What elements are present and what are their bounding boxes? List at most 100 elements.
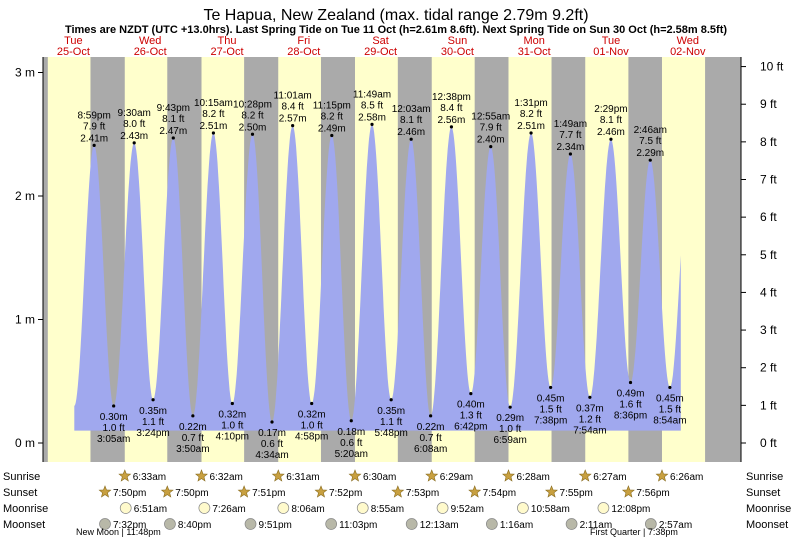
tide-m-label: 2.46m [597, 127, 625, 138]
day-date: 31-Oct [518, 46, 551, 58]
tide-curve [74, 124, 681, 431]
sunrise-icon [502, 469, 515, 482]
tide-point [648, 158, 652, 162]
row-label-left: Sunset [3, 487, 37, 499]
tide-area [74, 124, 681, 431]
tide-ft-label: 8.2 ft [520, 109, 542, 120]
tide-m-label: 0.40m [457, 400, 485, 411]
tide-m-label: 0.35m [377, 406, 405, 417]
tide-m-label: 2.51m [517, 121, 545, 132]
right-tick-label: 9 ft [760, 97, 777, 111]
sunrise-icon [195, 469, 208, 482]
moonset-icon [405, 518, 418, 530]
tide-point [628, 380, 633, 385]
moon-phase-label: First Quarter | 7:38pm [590, 527, 678, 537]
tide-time-label: 10:15am [194, 98, 233, 109]
sunrise-time: 6:31am [286, 472, 319, 483]
tide-ft-label: 8.2 ft [241, 110, 263, 121]
day-name: Sat [372, 35, 389, 47]
sunrise-icon [271, 469, 285, 482]
right-tick-label: 5 ft [760, 248, 777, 262]
tide-point [389, 398, 393, 402]
sunrise-icon [118, 469, 132, 482]
moonset-time: 9:51pm [259, 520, 292, 531]
tide-ft-label: 1.5 ft [540, 404, 562, 415]
sunset-time: 7:56pm [636, 488, 669, 499]
tide-point [429, 414, 433, 418]
tide-ft-label: 1.5 ft [659, 404, 681, 415]
moonrise-time: 7:26am [212, 504, 245, 515]
left-tick-label: 2 m [15, 189, 35, 203]
moonset-time: 1:16am [500, 520, 533, 531]
tide-ft-label: 0.6 ft [340, 438, 362, 449]
day-name: Tue [64, 35, 83, 47]
tide-m-label: 0.17m [258, 428, 286, 439]
tide-ft-label: 0.7 ft [182, 433, 204, 444]
moonset-time: 7:32pm [113, 520, 146, 531]
sunset-icon [314, 485, 328, 498]
tide-ft-label: 1.0 ft [103, 423, 125, 434]
tide-ft-label: 8.1 ft [600, 115, 622, 126]
tide-point [529, 131, 533, 135]
tide-point [112, 404, 116, 408]
day-date: 25-Oct [57, 46, 90, 58]
tide-time-label: 5:20am [335, 449, 368, 460]
left-tick-label: 3 m [15, 66, 35, 80]
tide-m-label: 0.49m [617, 388, 645, 399]
tide-m-label: 2.56m [438, 115, 466, 126]
row-label-left: Moonrise [3, 503, 48, 515]
tide-ft-label: 8.1 ft [400, 115, 422, 126]
tide-time-label: 4:58pm [295, 431, 328, 442]
sunrise-time: 6:29am [440, 472, 473, 483]
tide-time-label: 3:50am [176, 444, 209, 455]
moonset-icon [99, 518, 111, 530]
moonset-icon [325, 518, 338, 530]
sunrise-time: 6:32am [210, 472, 243, 483]
sunset-time: 7:50pm [175, 488, 208, 499]
moonset-time: 2:57am [659, 520, 692, 531]
tide-m-label: 0.22m [179, 422, 207, 433]
tide-m-label: 2.46m [397, 127, 425, 138]
tide-point [330, 133, 334, 138]
tide-m-label: 2.57m [279, 114, 307, 125]
tide-time-label: 6:59am [493, 435, 526, 446]
tide-time-label: 12:55am [471, 112, 510, 123]
moonset-icon [644, 518, 657, 530]
moonset-icon [164, 518, 176, 530]
tide-point [151, 398, 155, 402]
tide-time-label: 3:24pm [136, 428, 169, 439]
day-labels: Tue25-OctWed26-OctThu27-OctFri28-OctSat2… [57, 35, 706, 58]
right-tick-label: 8 ft [760, 135, 777, 149]
moonrise-time: 10:58am [531, 504, 570, 515]
tide-point [449, 125, 454, 129]
moonrise-icon [198, 502, 211, 514]
sunrise-icon [578, 469, 592, 482]
tide-time-label: 7:38pm [534, 415, 567, 426]
tide-m-label: 0.18m [337, 427, 365, 438]
axes: 0 m 1 m 2 m 3 m 0 ft 1 ft 2 ft 3 ft 4 ft 5 ft 6 ft… [15, 57, 784, 462]
sunset-time: 7:53pm [406, 488, 439, 499]
tide-point [489, 145, 493, 149]
sunrise-time: 6:28am [516, 472, 549, 483]
tide-ft-label: 1.0 ft [499, 424, 521, 435]
sunrise-time: 6:30am [363, 472, 396, 483]
tide-time-label: 12:03am [392, 104, 431, 115]
sunset-icon [468, 485, 482, 498]
day-date: 02-Nov [670, 46, 706, 58]
sunrise-time: 6:33am [133, 472, 166, 483]
tide-m-label: 2.49m [318, 123, 346, 134]
tide-point [549, 385, 553, 390]
tide-ft-label: 1.1 ft [380, 417, 402, 428]
tide-ft-label: 0.7 ft [420, 433, 442, 444]
day-date: 01-Nov [593, 46, 629, 58]
right-tick-label: 10 ft [760, 60, 784, 74]
day-name: Thu [218, 35, 237, 47]
tide-time-label: 4:34am [255, 450, 288, 461]
tide-m-label: 2.43m [120, 131, 148, 142]
tide-m-label: 2.34m [557, 142, 585, 153]
tide-ft-label: 0.6 ft [261, 439, 283, 450]
tide-ft-label: 8.0 ft [123, 119, 145, 130]
tide-point [250, 132, 255, 136]
tide-point [291, 124, 295, 128]
